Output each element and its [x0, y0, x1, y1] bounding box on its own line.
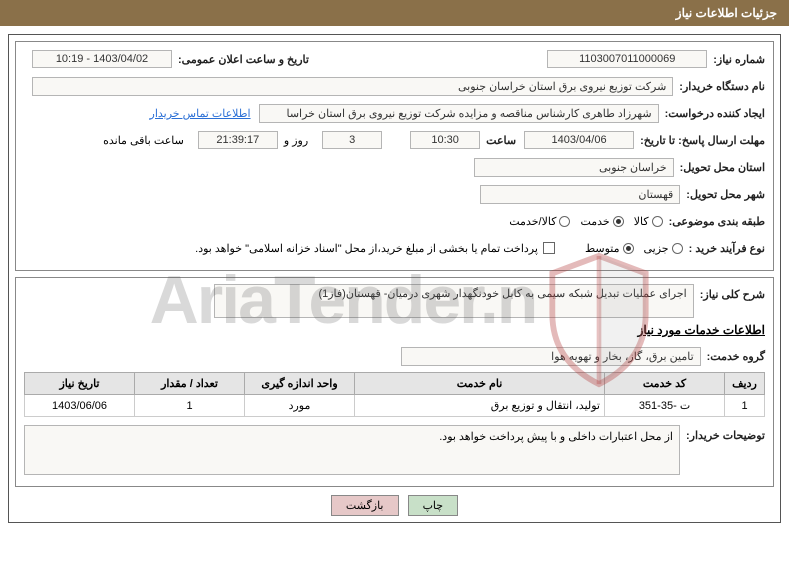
col-qty: تعداد / مقدار [135, 373, 245, 395]
back-button[interactable]: بازگشت [331, 495, 399, 516]
radio-medium[interactable] [623, 243, 634, 254]
treasury-note: پرداخت تمام یا بخشی از مبلغ خرید،از محل … [195, 242, 538, 255]
treasury-checkbox[interactable] [543, 242, 555, 254]
days-suffix: روز و [284, 134, 308, 147]
time-word: ساعت [486, 134, 516, 147]
remaining-suffix: ساعت باقی مانده [103, 134, 184, 147]
service-group-field: تامین برق، گاز، بخار و تهویه هوا [401, 347, 701, 366]
button-row: چاپ بازگشت [15, 495, 774, 516]
info-panel: شماره نیاز: 1103007011000069 تاریخ و ساع… [15, 41, 774, 271]
requester-label: ایجاد کننده درخواست: [665, 107, 765, 120]
cell-date: 1403/06/06 [25, 395, 135, 417]
need-number-field: 1103007011000069 [547, 50, 707, 68]
page-title: جزئیات اطلاعات نیاز [676, 6, 777, 20]
service-group-label: گروه خدمت: [707, 350, 765, 363]
buyer-desc-label: توضیحات خریدار: [686, 429, 765, 442]
announce-date-field: 1403/04/02 - 10:19 [32, 50, 172, 68]
main-container: شماره نیاز: 1103007011000069 تاریخ و ساع… [8, 34, 781, 523]
process-radio-group: جزیی متوسط [585, 242, 683, 255]
table-row: 1 ت -35-351 تولید، انتقال و توزیع برق مو… [25, 395, 765, 417]
cell-unit: مورد [245, 395, 355, 417]
category-label: طبقه بندی موضوعی: [669, 215, 765, 228]
summary-label: شرح کلی نیاز: [700, 288, 765, 301]
radio-small[interactable] [672, 243, 683, 254]
process-type-label: نوع فرآیند خرید : [689, 242, 765, 255]
radio-goods[interactable] [652, 216, 663, 227]
need-panel: شرح کلی نیاز: اجرای عملیات تبدیل شبکه سی… [15, 277, 774, 487]
services-section-label: اطلاعات خدمات مورد نیاز [24, 323, 765, 337]
deadline-time-field: 10:30 [410, 131, 480, 149]
delivery-province-field: خراسان جنوبی [474, 158, 674, 177]
announce-date-label: تاریخ و ساعت اعلان عمومی: [178, 53, 309, 66]
requester-field: شهرزاد طاهری کارشناس مناقصه و مزایده شرک… [259, 104, 659, 123]
deadline-label: مهلت ارسال پاسخ: تا تاریخ: [640, 134, 765, 147]
buyer-org-label: نام دستگاه خریدار: [679, 80, 765, 93]
cell-qty: 1 [135, 395, 245, 417]
cell-name: تولید، انتقال و توزیع برق [355, 395, 605, 417]
category-radio-group: کالا خدمت کالا/خدمت [509, 215, 662, 228]
col-date: تاریخ نیاز [25, 373, 135, 395]
col-unit: واحد اندازه گیری [245, 373, 355, 395]
cell-code: ت -35-351 [605, 395, 725, 417]
buyer-org-field: شرکت توزیع نیروی برق استان خراسان جنوبی [32, 77, 673, 96]
cell-row: 1 [725, 395, 765, 417]
need-number-label: شماره نیاز: [713, 53, 765, 66]
table-header-row: ردیف کد خدمت نام خدمت واحد اندازه گیری ت… [25, 373, 765, 395]
delivery-city-label: شهر محل تحویل: [686, 188, 765, 201]
buyer-desc-field: از محل اعتبارات داخلی و با پیش پرداخت خو… [24, 425, 680, 475]
services-table: ردیف کد خدمت نام خدمت واحد اندازه گیری ت… [24, 372, 765, 417]
col-name: نام خدمت [355, 373, 605, 395]
delivery-city-field: قهستان [480, 185, 680, 204]
deadline-date-field: 1403/04/06 [524, 131, 634, 149]
summary-field: اجرای عملیات تبدیل شبکه سیمی به کابل خود… [214, 284, 694, 318]
page-header: جزئیات اطلاعات نیاز [0, 0, 789, 26]
countdown-field: 21:39:17 [198, 131, 278, 149]
days-remaining-field: 3 [322, 131, 382, 149]
radio-service[interactable] [613, 216, 624, 227]
print-button[interactable]: چاپ [408, 495, 459, 516]
col-code: کد خدمت [605, 373, 725, 395]
buyer-contact-link[interactable]: اطلاعات تماس خریدار [150, 107, 251, 120]
radio-goods-service[interactable] [559, 216, 570, 227]
col-row: ردیف [725, 373, 765, 395]
delivery-province-label: استان محل تحویل: [680, 161, 765, 174]
